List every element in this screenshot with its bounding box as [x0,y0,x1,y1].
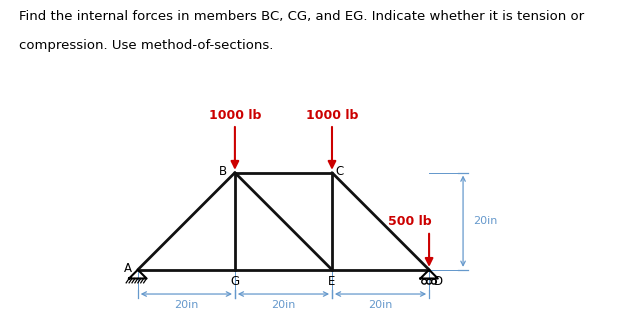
Text: C: C [335,165,343,178]
Text: 20in: 20in [174,300,198,310]
Text: 20in: 20in [272,300,295,310]
Text: G: G [231,276,239,288]
Text: compression. Use method-of-sections.: compression. Use method-of-sections. [19,39,273,52]
Text: 20in: 20in [472,216,497,226]
Text: 1000 lb: 1000 lb [209,109,261,122]
Text: 20in: 20in [369,300,392,310]
Text: B: B [219,165,227,178]
Text: E: E [328,276,336,288]
Text: Find the internal forces in members BC, CG, and EG. Indicate whether it is tensi: Find the internal forces in members BC, … [19,10,584,23]
Text: 500 lb: 500 lb [388,215,432,229]
Text: D: D [434,276,444,288]
Text: A: A [124,262,132,275]
Text: 1000 lb: 1000 lb [306,109,358,122]
